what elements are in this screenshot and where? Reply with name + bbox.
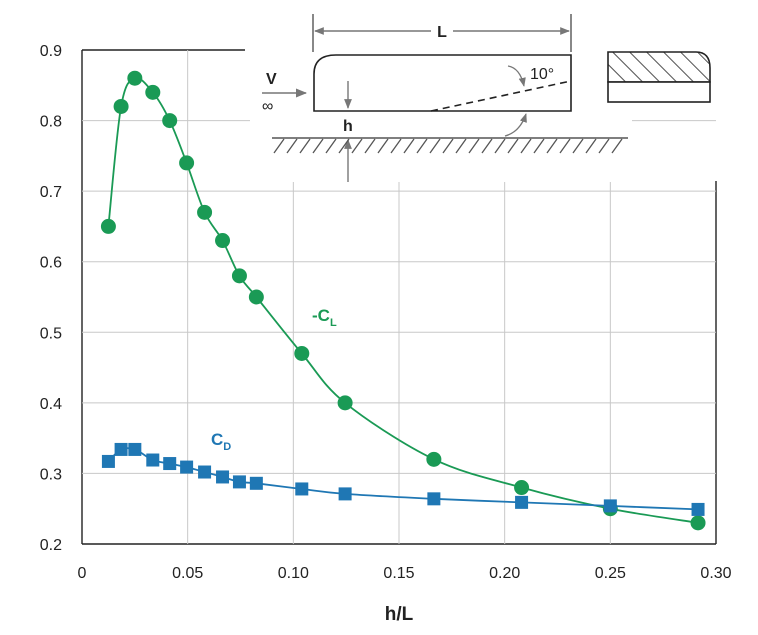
angle-arc-arrow xyxy=(507,65,526,87)
ground-hatch-line xyxy=(403,138,415,154)
cd-data-point xyxy=(249,476,263,490)
cd-data-point xyxy=(232,475,246,489)
x-tick-label: 0.05 xyxy=(172,565,203,582)
height-label: h xyxy=(343,118,353,135)
cl-data-point xyxy=(215,233,231,249)
ground-hatch-line xyxy=(338,138,350,154)
cl-data-point xyxy=(231,268,247,284)
cl-data-point xyxy=(145,84,161,100)
ground-hatch-line xyxy=(585,138,597,154)
cd-data-point xyxy=(101,454,115,468)
series xyxy=(100,70,706,531)
y-tick-label: 0.5 xyxy=(40,325,62,342)
ground-hatch-line xyxy=(429,138,441,154)
y-tick-label: 0.6 xyxy=(40,255,62,272)
wing-body xyxy=(313,54,572,112)
ground-hatch-line xyxy=(351,138,363,154)
cl-data-point xyxy=(690,515,706,531)
y-tick-label: 0.8 xyxy=(40,114,62,131)
x-axis-title: h/L xyxy=(385,604,414,625)
cd-data-point xyxy=(180,460,194,474)
y-tick-label: 0.7 xyxy=(40,184,62,201)
cd-data-point xyxy=(691,502,705,516)
cl-data-point xyxy=(197,204,213,220)
x-tick-label: 0.15 xyxy=(383,565,414,582)
cd-data-point xyxy=(198,465,212,479)
velocity-subscript: ∞ xyxy=(262,98,273,115)
ground-hatch-line xyxy=(559,138,571,154)
cross-section-hatched xyxy=(607,51,711,83)
cl-data-point xyxy=(426,451,442,467)
grid xyxy=(82,50,716,544)
velocity-label: V xyxy=(266,71,277,88)
x-tick-label: 0.10 xyxy=(278,565,309,582)
ground-hatch-line xyxy=(299,138,311,154)
x-tick-label: 0.30 xyxy=(700,565,731,582)
cl-data-point xyxy=(514,480,530,496)
cd-data-point xyxy=(338,487,352,501)
y-tick-label: 0.2 xyxy=(40,537,62,554)
cl-data-point xyxy=(113,98,129,114)
inset-diagram: L V ∞ h 10° xyxy=(250,12,711,182)
cl-data-point xyxy=(294,345,310,361)
ground-hatching xyxy=(273,138,623,154)
length-label: L xyxy=(437,24,447,41)
ground-hatch-line xyxy=(416,138,428,154)
cd-data-point xyxy=(603,499,617,513)
x-tick-label: 0 xyxy=(78,565,87,582)
cl-series-label: -CL xyxy=(312,306,337,329)
cd-data-point xyxy=(427,492,441,506)
ground-hatch-line xyxy=(507,138,519,154)
ground-hatch-line xyxy=(325,138,337,154)
cross-section-lower xyxy=(607,81,711,103)
ground-hatch-line xyxy=(390,138,402,154)
cl-data-point xyxy=(248,289,264,305)
cd-data-point xyxy=(216,470,230,484)
ground-hatch-line xyxy=(364,138,376,154)
ground-hatch-line xyxy=(286,138,298,154)
cd-data-point xyxy=(114,442,128,456)
ground-hatch-line xyxy=(273,138,285,154)
ground-hatch-line xyxy=(442,138,454,154)
ground-hatch-line xyxy=(312,138,324,154)
cl-data-point xyxy=(100,218,116,234)
ground-hatch-line xyxy=(494,138,506,154)
ground-hatch-line xyxy=(468,138,480,154)
cross-section xyxy=(607,51,711,103)
ground-hatch-line xyxy=(546,138,558,154)
cd-data-point xyxy=(163,457,177,471)
cd-data-point xyxy=(295,482,309,496)
cd-series-label: CD xyxy=(211,430,231,453)
cd-data-point xyxy=(146,453,160,467)
cl-data-point xyxy=(127,70,143,86)
y-tick-label: 0.4 xyxy=(40,396,62,413)
ground-hatch-line xyxy=(533,138,545,154)
cl-data-point xyxy=(337,395,353,411)
y-tick-label: 0.9 xyxy=(40,43,62,60)
ground-hatch-line xyxy=(598,138,610,154)
ground-hatch-line xyxy=(455,138,467,154)
ground-hatch-line xyxy=(572,138,584,154)
ground-hatch-line xyxy=(481,138,493,154)
tick-labels: 0 0.05 0.10 0.15 0.20 0.25 0.30 0.2 0.3 0.4 0.5 0.6… xyxy=(40,43,732,582)
cl-data-point xyxy=(179,155,195,171)
x-tick-label: 0.20 xyxy=(489,565,520,582)
ground-hatch-line xyxy=(377,138,389,154)
angle-lower-arrow xyxy=(504,113,527,137)
y-tick-label: 0.3 xyxy=(40,466,62,483)
ground-hatch-line xyxy=(520,138,532,154)
cl-data-point xyxy=(162,113,178,129)
ground-hatch-line xyxy=(611,138,623,154)
x-tick-label: 0.25 xyxy=(595,565,626,582)
cd-data-point xyxy=(128,442,142,456)
cd-data-point xyxy=(515,495,529,509)
angle-label: 10° xyxy=(530,66,554,83)
